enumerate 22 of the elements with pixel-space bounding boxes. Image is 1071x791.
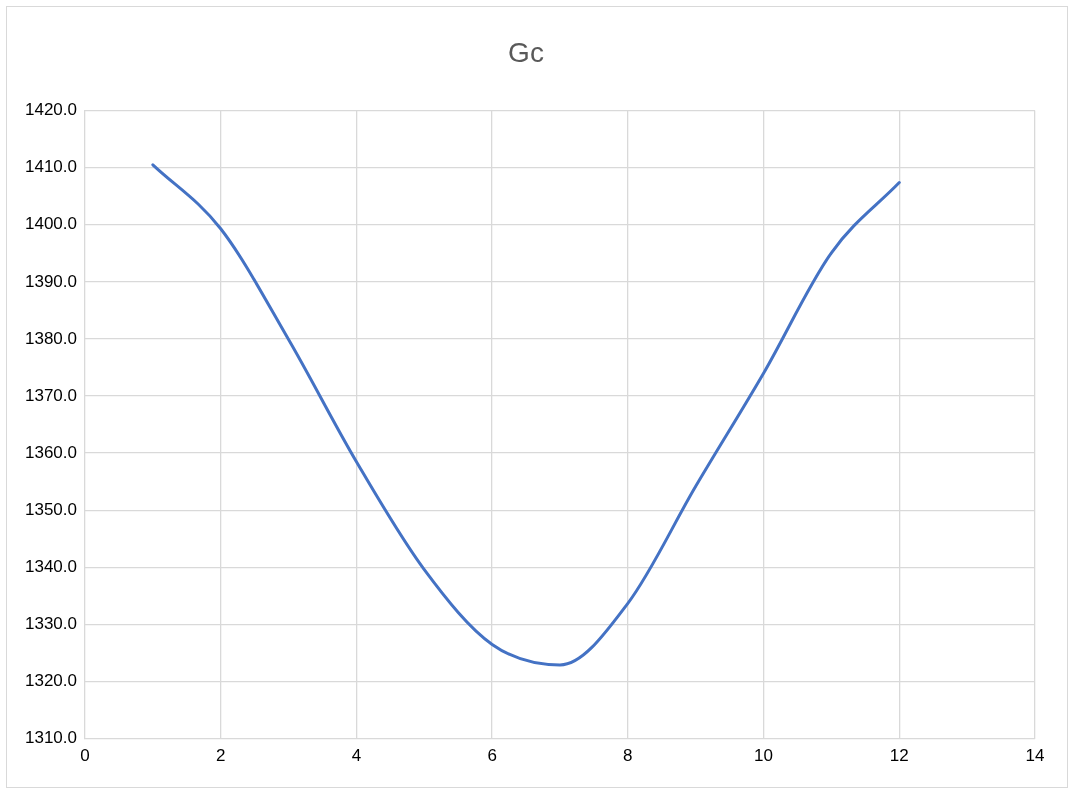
y-tick-label: 1340.0	[25, 557, 77, 577]
x-tick-label: 14	[1025, 746, 1045, 766]
x-tick-label: 8	[623, 746, 633, 766]
y-tick-label: 1420.0	[25, 100, 77, 120]
x-tick-label: 4	[351, 746, 362, 766]
x-tick-label: 6	[487, 746, 497, 766]
y-tick-label: 1330.0	[25, 614, 77, 634]
x-tick-label: 2	[215, 746, 226, 766]
y-tick-label: 1400.0	[25, 214, 77, 234]
y-tick-label: 1370.0	[25, 385, 77, 405]
chart-title: Gc	[508, 36, 544, 68]
y-tick-label: 1380.0	[25, 328, 77, 348]
y-tick-label: 1350.0	[25, 499, 77, 519]
x-tick-label: 12	[889, 746, 909, 766]
y-tick-label: 1390.0	[25, 271, 77, 291]
x-tick-label: 10	[754, 746, 774, 766]
line-series	[151, 163, 901, 667]
y-tick-label: 1360.0	[25, 442, 77, 462]
y-tick-label: 1310.0	[25, 728, 77, 748]
y-tick-label: 1320.0	[25, 671, 77, 691]
x-tick-label: 0	[80, 746, 90, 766]
y-tick-label: 1410.0	[25, 157, 77, 177]
